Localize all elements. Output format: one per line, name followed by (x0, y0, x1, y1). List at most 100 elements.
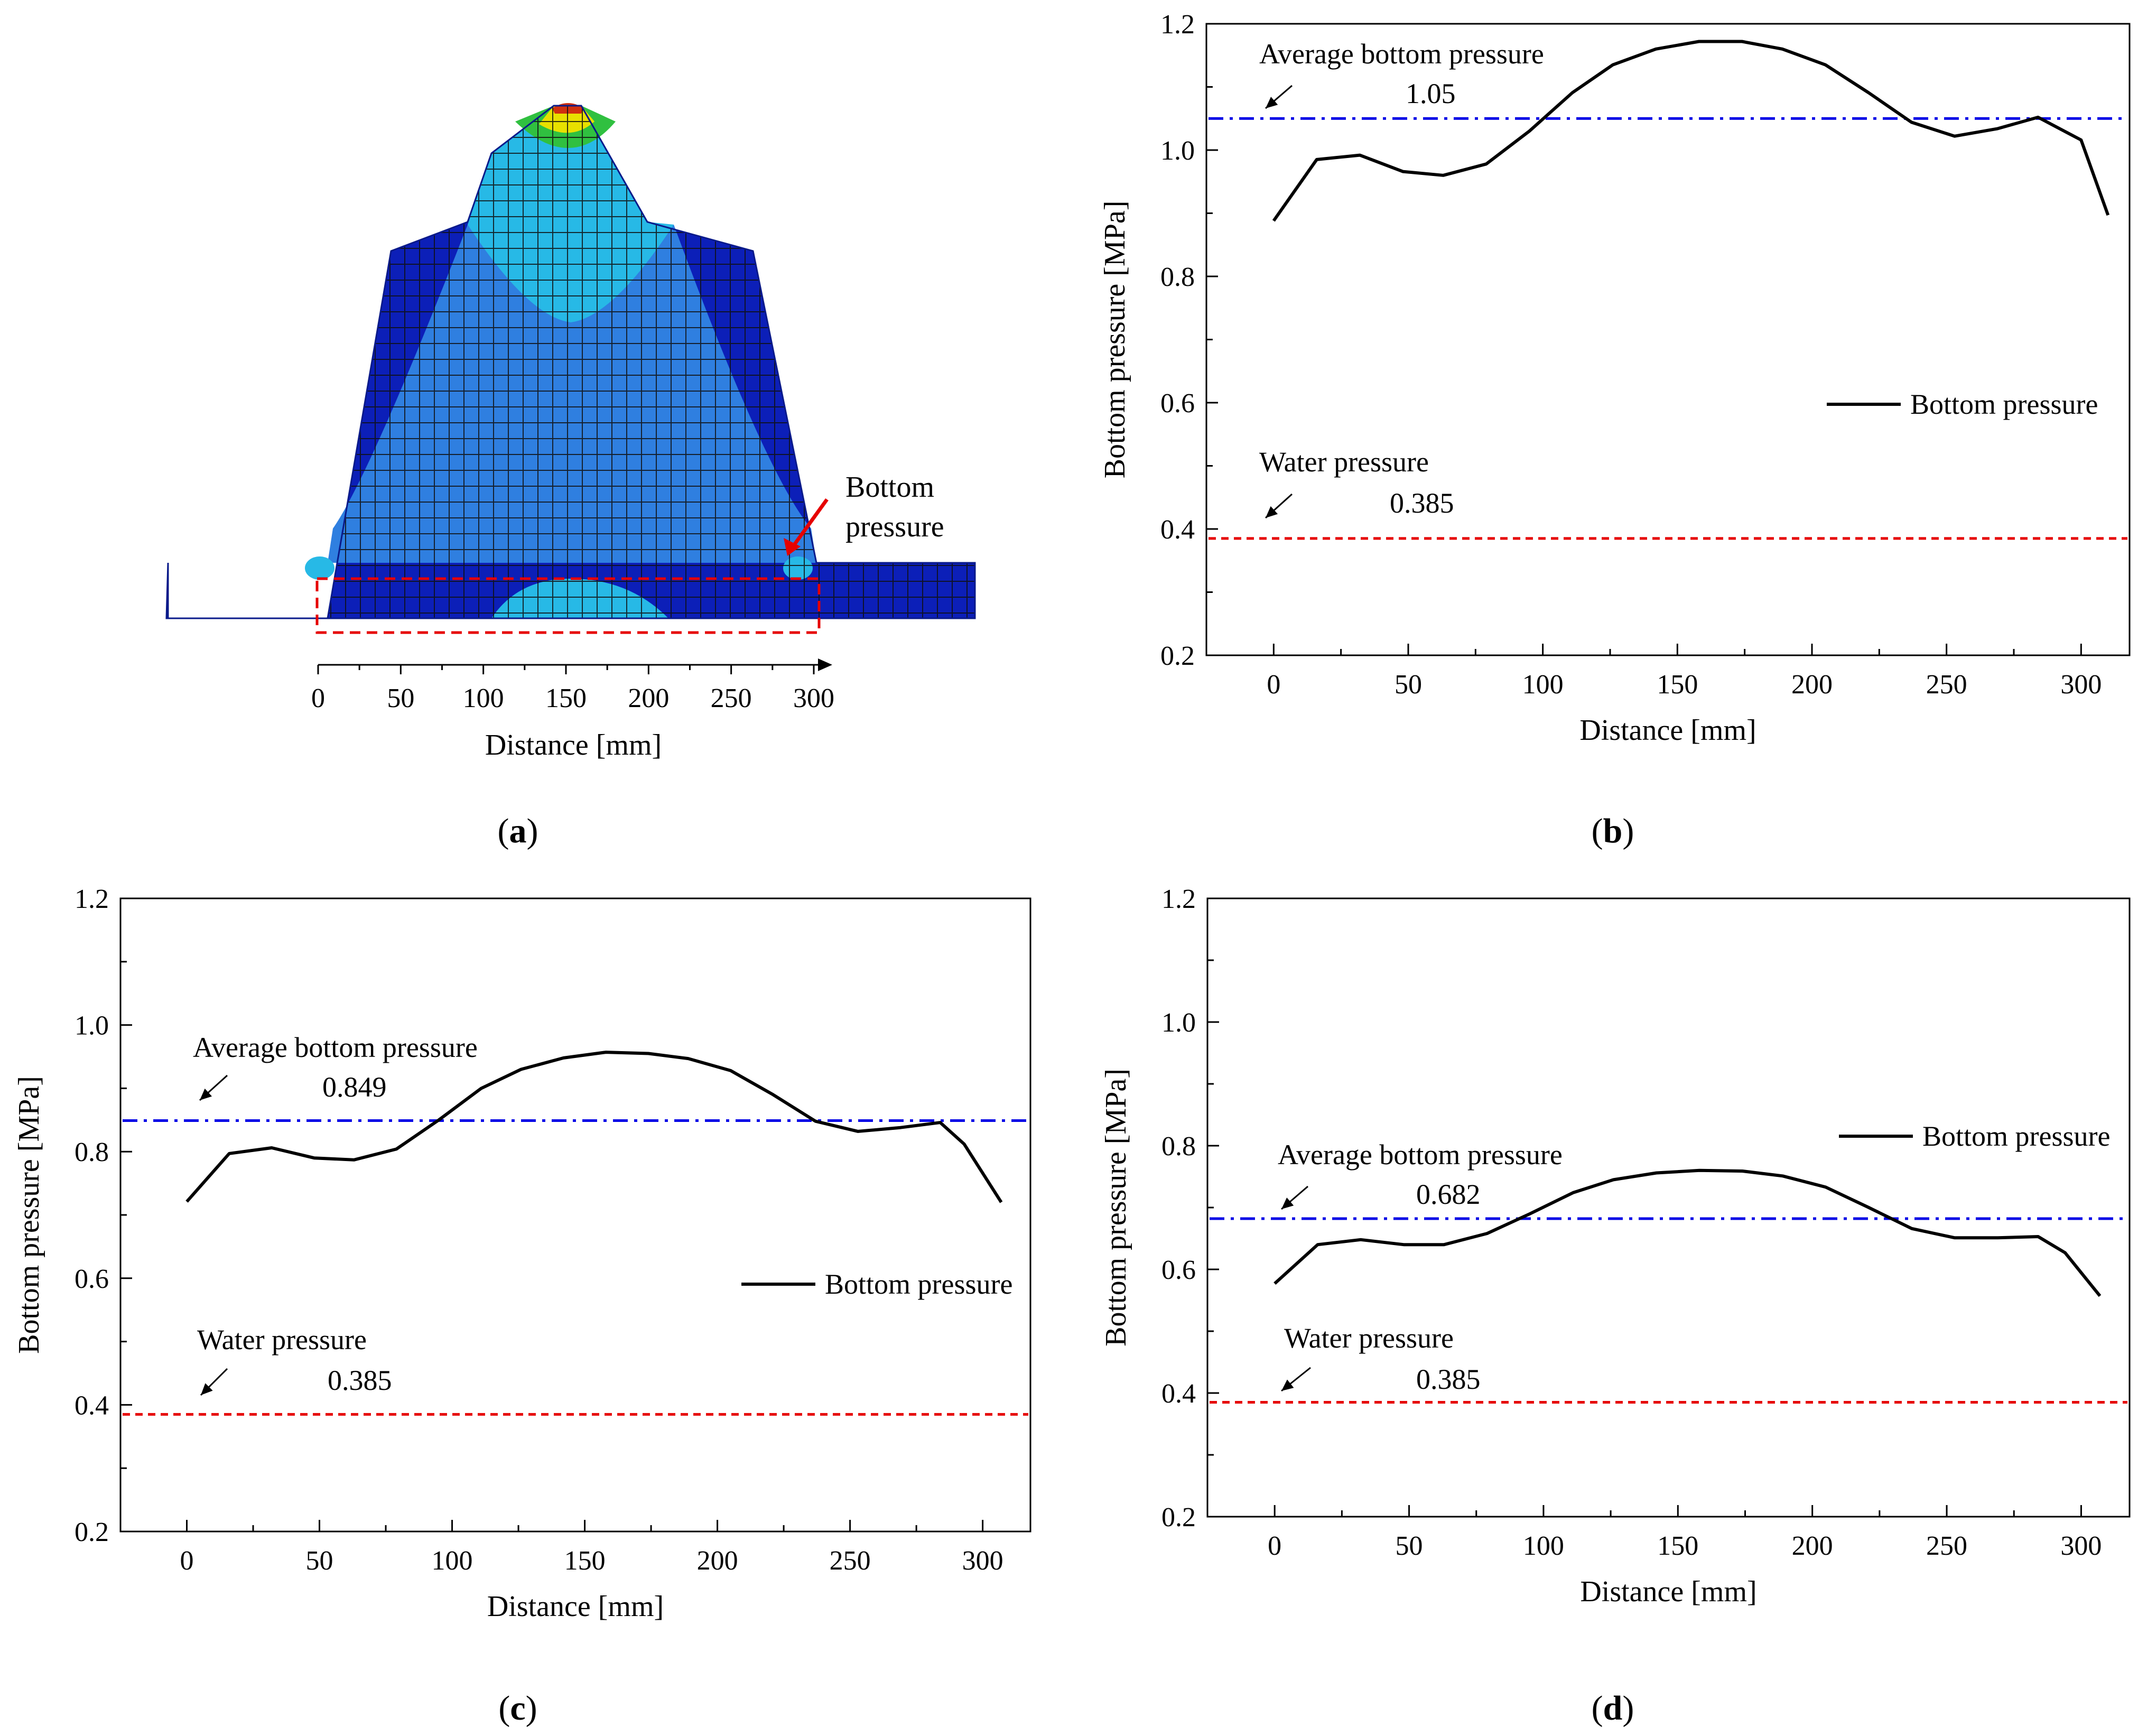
y-tick-label: 0.2 (1161, 1502, 1196, 1533)
y-tick-label: 0.8 (1161, 1131, 1196, 1162)
distance-axis-tick-label: 50 (387, 683, 414, 713)
y-tick-label: 1.0 (1160, 136, 1195, 166)
y-tick-label: 0.6 (75, 1264, 109, 1294)
average-pressure-value: 1.05 (1406, 78, 1456, 109)
bottom-pressure-series (1272, 40, 2110, 222)
distance-axis-tick-label: 0 (311, 683, 325, 713)
x-tick-label: 100 (1523, 1531, 1564, 1561)
stress-zone-corner-right (783, 556, 813, 580)
y-tick-label: 1.2 (1160, 10, 1195, 40)
x-tick-label: 100 (432, 1546, 473, 1576)
average-pressure-annotation: Average bottom pressure (1278, 1139, 1563, 1171)
x-tick-label: 300 (962, 1546, 1003, 1576)
panel-a-mesh-diagram: Bottom pressure 0 50 100 150 200 250 300 Distance… (165, 103, 976, 762)
water-pressure-annotation: Water pressure (1284, 1322, 1454, 1354)
chart-d: 0.2 0.4 0.6 0.8 1.0 1.2 0 50 100 150 200 250 300 Dist… (1100, 884, 2131, 1608)
legend-label: Bottom pressure (1922, 1120, 2110, 1152)
x-tick-label: 300 (2060, 1531, 2102, 1561)
y-axis-label: Bottom pressure [MPa] (13, 1076, 45, 1354)
bottom-pressure-series (185, 1051, 1003, 1203)
y-tick-label: 0.4 (1160, 515, 1195, 545)
x-tick-label: 250 (1926, 1531, 1967, 1561)
stress-zone-light-blue (328, 225, 816, 563)
panel-label-b: (b) (1591, 812, 1634, 850)
annotation-arrow-head (1281, 1197, 1294, 1209)
panel-label-d: (d) (1591, 1689, 1634, 1728)
average-pressure-value: 0.849 (322, 1071, 387, 1103)
y-tick-label: 0.8 (1160, 262, 1195, 292)
chart-c: 0.2 0.4 0.6 0.8 1.0 1.2 0 50 100 150 200 250 300 Dist… (13, 884, 1031, 1623)
y-tick-label: 0.2 (1160, 641, 1195, 671)
stress-zone-corner-left (305, 556, 334, 580)
panel-label-a: (a) (497, 812, 538, 850)
water-pressure-value: 0.385 (1416, 1363, 1481, 1395)
plot-frame (119, 897, 1031, 1533)
panel-label-c: (c) (498, 1689, 537, 1728)
water-pressure-value: 0.385 (1390, 487, 1454, 519)
x-tick-label: 0 (1268, 1531, 1281, 1561)
y-tick-label: 0.2 (75, 1517, 109, 1547)
water-pressure-value: 0.385 (328, 1364, 392, 1396)
average-pressure-annotation: Average bottom pressure (1259, 38, 1544, 70)
annotation-arrow-head (1281, 1379, 1294, 1391)
x-tick-label: 250 (1926, 670, 1967, 700)
distance-axis-tick-label: 200 (628, 683, 669, 713)
x-tick-label: 100 (1522, 670, 1564, 700)
y-tick-label: 0.4 (75, 1390, 109, 1421)
panel-label-d-text: d (1603, 1689, 1623, 1728)
y-tick-label: 1.0 (75, 1011, 109, 1041)
panel-label-c-text: c (510, 1689, 526, 1728)
x-tick-label: 50 (1395, 670, 1422, 700)
y-tick-label: 1.0 (1161, 1008, 1196, 1038)
bottom-pressure-arrow (791, 498, 829, 549)
distance-axis-tick-label: 250 (711, 683, 752, 713)
x-tick-label: 200 (1791, 670, 1833, 700)
plot-frame (1206, 897, 2131, 1518)
bottom-pressure-label-line1: Bottom (845, 471, 934, 504)
y-tick-label: 1.2 (75, 884, 109, 914)
annotation-arrow-head (1266, 97, 1278, 108)
legend-label: Bottom pressure (1910, 388, 2098, 420)
x-tick-label: 150 (1657, 1531, 1698, 1561)
x-axis-label: Distance [mm] (487, 1590, 664, 1623)
x-tick-label: 150 (1657, 670, 1698, 700)
bottom-region-box (315, 577, 821, 634)
distance-axis-arrowhead (818, 658, 832, 671)
y-axis-label: Bottom pressure [MPa] (1099, 201, 1131, 479)
panel-label-a-text: a (509, 812, 527, 850)
average-pressure-value: 0.682 (1416, 1178, 1481, 1210)
water-pressure-annotation: Water pressure (1259, 446, 1429, 478)
annotation-arrow-head (1266, 506, 1278, 518)
y-tick-label: 0.8 (75, 1137, 109, 1167)
chart-b: 0.2 0.4 0.6 0.8 1.0 1.2 0 50 100 150 200 250 300 Dist… (1099, 10, 2131, 747)
y-tick-label: 0.4 (1161, 1379, 1196, 1409)
distance-axis-tick-label: 300 (793, 683, 834, 713)
x-tick-label: 200 (1792, 1531, 1833, 1561)
panel-label-b-text: b (1603, 812, 1623, 850)
y-tick-label: 1.2 (1161, 884, 1196, 914)
x-axis-label: Distance [mm] (1580, 1575, 1756, 1608)
stress-zone-bottom-cyan (491, 579, 668, 618)
x-tick-label: 200 (697, 1546, 738, 1576)
bottom-pressure-series (1273, 1168, 2102, 1297)
x-tick-label: 0 (180, 1546, 194, 1576)
x-tick-label: 250 (830, 1546, 871, 1576)
bottom-pressure-arrowhead (784, 538, 801, 556)
y-tick-label: 0.6 (1160, 388, 1195, 419)
legend-label: Bottom pressure (825, 1268, 1012, 1300)
distance-axis-label: Distance [mm] (485, 729, 662, 762)
distance-axis-tick-label: 100 (463, 683, 504, 713)
water-pressure-annotation: Water pressure (197, 1324, 367, 1356)
bottom-pressure-label-line2: pressure (845, 510, 944, 543)
x-tick-label: 0 (1267, 670, 1280, 700)
annotation-arrow-head (201, 1383, 213, 1395)
y-tick-label: 0.6 (1161, 1255, 1196, 1285)
stress-zone-cyan (468, 106, 674, 322)
x-tick-label: 150 (564, 1546, 606, 1576)
x-tick-label: 50 (1396, 1531, 1423, 1561)
y-axis-label: Bottom pressure [MPa] (1100, 1069, 1132, 1347)
mesh-outline (165, 105, 976, 619)
average-pressure-annotation: Average bottom pressure (193, 1032, 478, 1063)
x-tick-label: 50 (306, 1546, 333, 1576)
annotation-arrow-head (200, 1088, 212, 1100)
